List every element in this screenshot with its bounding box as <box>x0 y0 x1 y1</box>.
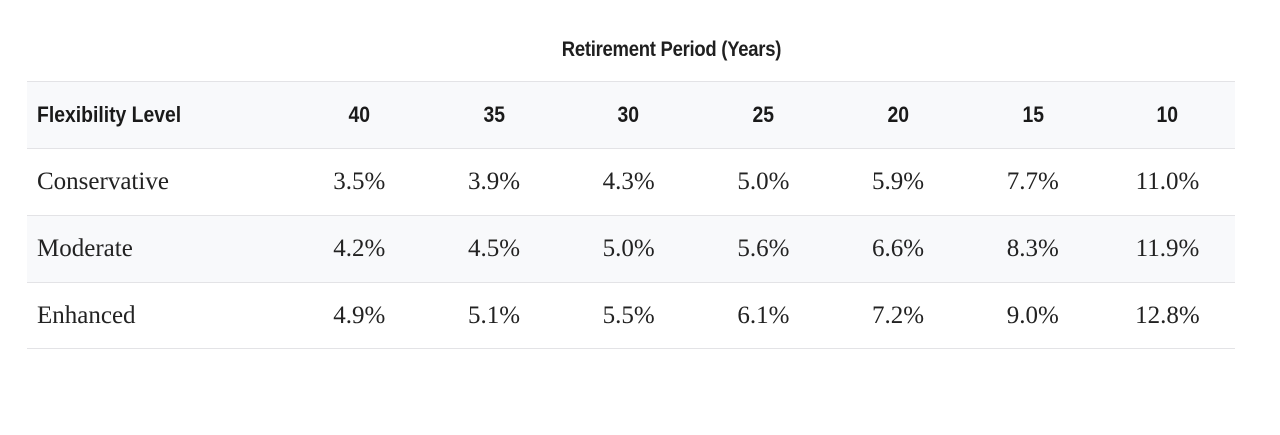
value-cell: 11.9% <box>1100 216 1235 282</box>
cell-value: 5.6% <box>737 235 790 262</box>
value-cell: 4.9% <box>292 283 427 348</box>
header-cell-30: 30 <box>561 82 696 148</box>
cell-value: 6.6% <box>872 235 925 262</box>
cell-value: 8.3% <box>1006 235 1059 262</box>
row-label-cell: Moderate <box>27 216 292 282</box>
value-cell: 7.7% <box>965 149 1100 215</box>
cell-value: 4.9% <box>333 301 386 329</box>
cell-value: 9.0% <box>1006 301 1059 329</box>
row-label-cell: Conservative <box>27 149 292 215</box>
header-cell-35: 35 <box>427 82 562 148</box>
value-cell: 3.9% <box>427 149 562 215</box>
header-label: 35 <box>483 102 505 127</box>
value-cell: 6.1% <box>696 283 831 348</box>
row-label: Conservative <box>37 168 169 195</box>
value-cell: 5.1% <box>427 283 562 348</box>
cell-value: 5.9% <box>872 168 925 195</box>
cell-value: 7.2% <box>872 301 925 329</box>
value-cell: 5.5% <box>561 283 696 348</box>
withdrawal-rate-table: Flexibility Level 40 35 30 25 20 15 10 C… <box>27 81 1235 349</box>
cell-value: 3.5% <box>333 168 386 195</box>
cell-value: 5.0% <box>737 168 790 195</box>
value-cell: 5.0% <box>696 149 831 215</box>
header-label: 25 <box>752 102 775 127</box>
cell-value: 11.9% <box>1135 235 1200 262</box>
cell-value: 3.9% <box>467 168 521 195</box>
row-label-cell: Enhanced <box>27 283 292 348</box>
header-cell-20: 20 <box>831 82 966 148</box>
value-cell: 3.5% <box>292 149 427 215</box>
table-row-conservative: Conservative 3.5% 3.9% 4.3% 5.0% 5.9% 7.… <box>27 148 1235 215</box>
value-cell: 5.6% <box>696 216 831 282</box>
header-label: Flexibility Level <box>37 102 182 127</box>
value-cell: 6.6% <box>831 216 966 282</box>
cell-value: 12.8% <box>1135 301 1200 329</box>
cell-value: 4.2% <box>333 235 386 262</box>
header-cell-10: 10 <box>1100 82 1235 148</box>
table-row-enhanced: Enhanced 4.9% 5.1% 5.5% 6.1% 7.2% 9.0% 1… <box>27 282 1235 349</box>
cell-value: 6.1% <box>737 301 790 329</box>
header-label: 15 <box>1022 102 1044 127</box>
cell-value: 5.5% <box>602 301 655 329</box>
header-label: 20 <box>887 102 909 127</box>
value-cell: 7.2% <box>831 283 966 348</box>
value-cell: 4.5% <box>427 216 562 282</box>
cell-value: 4.5% <box>467 235 521 262</box>
header-label: 10 <box>1156 102 1179 127</box>
cell-value: 5.0% <box>602 235 655 262</box>
value-cell: 5.0% <box>561 216 696 282</box>
cell-value: 4.3% <box>602 168 655 195</box>
value-cell: 8.3% <box>965 216 1100 282</box>
row-label: Moderate <box>37 235 133 262</box>
header-label: 30 <box>617 102 640 127</box>
value-cell: 4.3% <box>561 149 696 215</box>
row-label: Enhanced <box>37 301 136 329</box>
table-header-row: Flexibility Level 40 35 30 25 20 15 10 <box>27 81 1235 148</box>
column-group-header: Retirement Period (Years) <box>561 38 782 61</box>
value-cell: 5.9% <box>831 149 966 215</box>
header-cell-15: 15 <box>965 82 1100 148</box>
value-cell: 12.8% <box>1100 283 1235 348</box>
header-cell-40: 40 <box>292 82 427 148</box>
header-cell-25: 25 <box>696 82 831 148</box>
cell-value: 11.0% <box>1135 168 1200 195</box>
cell-value: 5.1% <box>467 301 521 329</box>
value-cell: 4.2% <box>292 216 427 282</box>
header-label: 40 <box>348 102 371 127</box>
table-row-moderate: Moderate 4.2% 4.5% 5.0% 5.6% 6.6% 8.3% 1… <box>27 215 1235 282</box>
header-cell-flexibility-level: Flexibility Level <box>27 82 292 148</box>
value-cell: 11.0% <box>1100 149 1235 215</box>
cell-value: 7.7% <box>1006 168 1059 195</box>
value-cell: 9.0% <box>965 283 1100 348</box>
